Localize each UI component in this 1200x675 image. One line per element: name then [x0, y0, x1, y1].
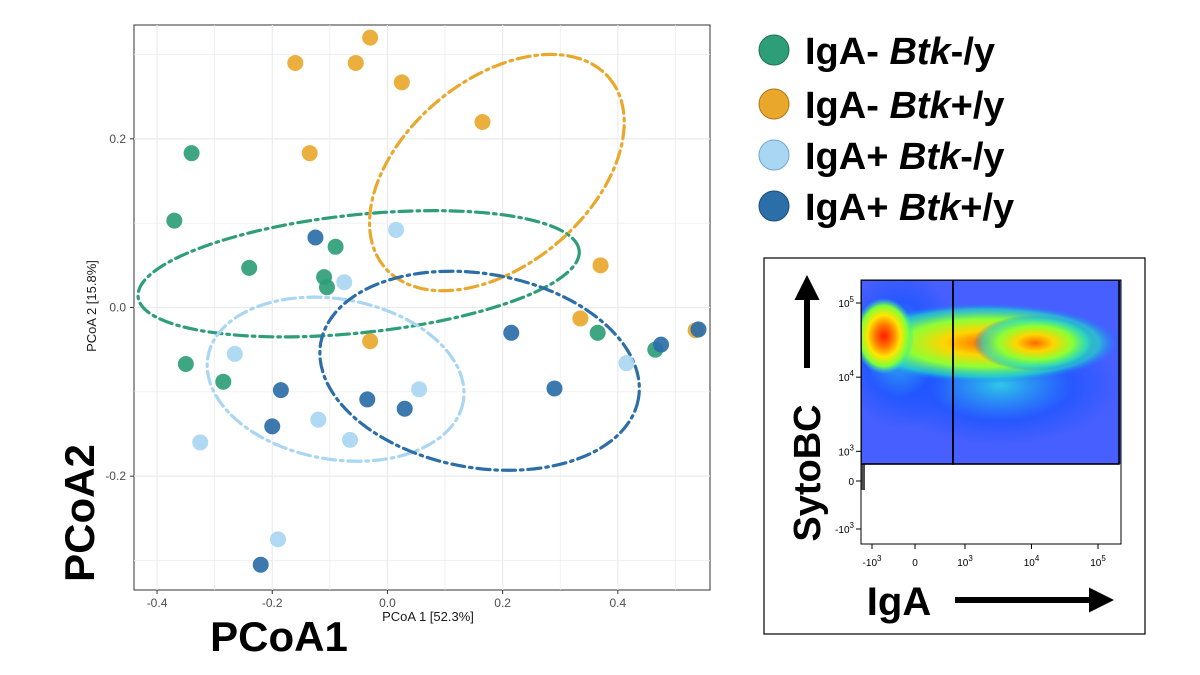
- iga-positive-population: [973, 315, 1097, 371]
- flow-x-tick-label: 104: [1024, 554, 1040, 569]
- y-axis-big-label: PCoA2: [56, 444, 103, 582]
- data-point: [359, 391, 376, 408]
- legend-label: IgA- Btk+/y: [805, 85, 1005, 127]
- data-point: [342, 431, 358, 448]
- legend-item-iga-pos-btk-neg: IgA+ Btk-/y: [758, 136, 1005, 178]
- x-tick-label: 0.0: [379, 596, 396, 610]
- legend: IgA- Btk-/y IgA- Btk+/y IgA+ Btk-/y IgA+…: [758, 31, 1014, 229]
- data-point: [396, 400, 413, 417]
- gate-right: [952, 280, 1120, 465]
- legend-label: IgA+ Btk+/y: [805, 187, 1014, 229]
- confidence-ellipse: [367, 52, 626, 293]
- data-point: [336, 274, 353, 291]
- data-points: [166, 29, 707, 573]
- legend-item-iga-neg-btk-pos: IgA- Btk+/y: [758, 85, 1005, 127]
- data-point: [589, 324, 606, 341]
- legend-swatch: [758, 88, 790, 120]
- data-point: [226, 345, 243, 362]
- data-point: [307, 229, 324, 246]
- data-point: [362, 333, 379, 350]
- below-threshold-area: [861, 464, 1121, 544]
- data-point: [270, 531, 286, 548]
- flow-x-tick-label: -103: [863, 554, 882, 569]
- data-point: [183, 145, 200, 162]
- data-point: [272, 382, 289, 399]
- data-point: [474, 113, 491, 130]
- data-point: [177, 356, 194, 372]
- legend-item-iga-pos-btk-pos: IgA+ Btk+/y: [758, 187, 1014, 229]
- data-point: [241, 259, 258, 276]
- flow-x-tick-label: 0: [912, 558, 918, 569]
- confidence-ellipse: [136, 209, 581, 339]
- legend-swatch: [758, 34, 790, 66]
- data-point: [388, 221, 405, 238]
- data-point: [411, 381, 428, 398]
- data-point: [166, 212, 183, 229]
- x-tick-label: 0.2: [494, 596, 511, 610]
- data-point: [362, 29, 379, 46]
- data-point: [301, 145, 318, 162]
- data-point: [592, 257, 609, 274]
- data-point: [546, 380, 563, 397]
- data-point: [393, 74, 410, 91]
- legend-label: IgA- Btk-/y: [805, 31, 995, 73]
- data-point: [192, 434, 209, 451]
- confidence-ellipse: [318, 269, 641, 472]
- flow-x-tick-label: 103: [957, 554, 973, 569]
- plot-grid: [134, 25, 710, 590]
- data-point: [327, 238, 344, 255]
- data-point: [310, 411, 327, 428]
- flow-y-tick-label: 105: [838, 295, 854, 310]
- y-tick-label: 0.0: [109, 301, 126, 315]
- y-tick-label: 0.2: [109, 132, 126, 146]
- legend-swatch: [758, 139, 790, 171]
- data-point: [653, 336, 670, 353]
- flow-y-tick-label: 104: [838, 369, 854, 384]
- x-axis-label: PCoA 1 [52.3%]: [382, 609, 474, 624]
- flow-plot-frame: [860, 279, 1122, 545]
- data-point: [618, 355, 635, 372]
- x-tick-label: 0.4: [609, 596, 626, 610]
- data-point: [252, 556, 269, 573]
- x-tick-label: -0.4: [147, 596, 168, 610]
- iga-negative-population: [861, 298, 914, 374]
- edge-events: [861, 464, 865, 490]
- legend-label: IgA+ Btk-/y: [805, 136, 1005, 178]
- axis-ticks: -0.4 -0.2 0.0 0.2 0.4 -0.2 0.0 0.2: [105, 132, 626, 610]
- flow-y-tick-label: -103: [835, 521, 854, 536]
- data-point: [287, 54, 304, 71]
- x-axis-big-label: PCoA1: [210, 613, 348, 660]
- data-point: [318, 279, 335, 296]
- y-tick-label: -0.2: [105, 469, 126, 483]
- pcoa-scatter-plot: -0.4 -0.2 0.0 0.2 0.4 -0.2 0.0 0.2 PCoA 1 [52.3…: [56, 24, 711, 660]
- group-ellipses: [136, 52, 641, 472]
- y-axis-label: PCoA 2 [15.8%]: [84, 260, 99, 352]
- density-plot: [861, 280, 1121, 544]
- flow-y-tick-label: 103: [838, 443, 854, 458]
- flow-x-axis-label: IgA: [867, 580, 931, 624]
- data-point: [347, 54, 364, 71]
- flow-axis-ticks: 105 104 103 0 -103 -103 0 103 104 105: [835, 295, 1106, 569]
- data-point: [215, 373, 232, 390]
- legend-swatch: [758, 190, 790, 222]
- legend-item-iga-neg-btk-neg: IgA- Btk-/y: [758, 31, 995, 73]
- data-point: [264, 418, 281, 435]
- data-point: [690, 321, 707, 338]
- data-point: [503, 324, 520, 341]
- x-tick-label: -0.2: [262, 596, 283, 610]
- flow-y-axis-label: SytoBC: [787, 404, 829, 541]
- flow-cytometry-inset: 105 104 103 0 -103 -103 0 103 104 105 SytoBC IgA: [763, 257, 1146, 635]
- confidence-ellipse: [205, 295, 466, 463]
- flow-x-tick-label: 105: [1090, 554, 1106, 569]
- flow-y-tick-label: 0: [848, 477, 854, 488]
- data-point: [572, 310, 589, 327]
